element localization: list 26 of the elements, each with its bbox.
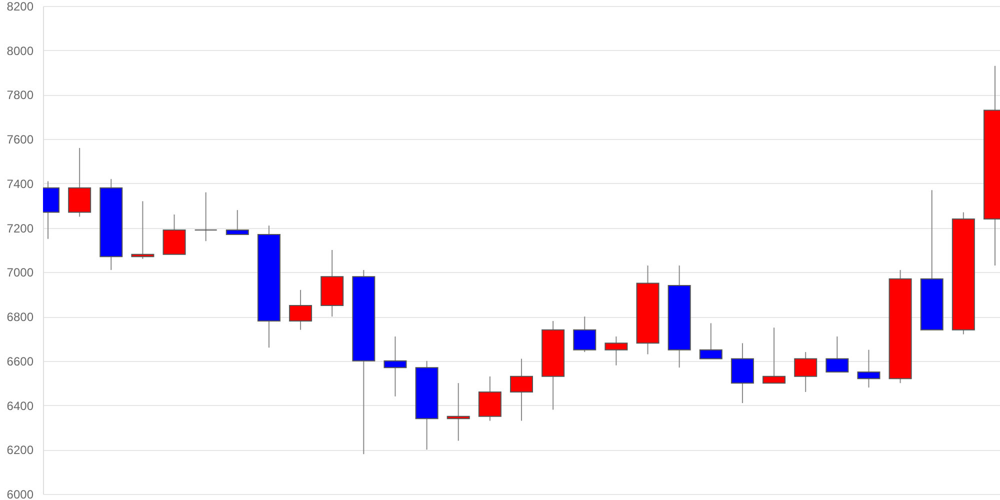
y-tick-label: 6800 [6, 310, 34, 324]
candlestick [794, 352, 818, 392]
candlestick [604, 336, 628, 366]
y-tick-label: 6400 [6, 398, 34, 413]
y-tick-label: 6600 [6, 354, 34, 368]
candlestick [510, 358, 533, 422]
candlestick [573, 316, 596, 353]
candlestick [446, 382, 470, 442]
candlestick [226, 210, 249, 235]
y-tick-label: 7200 [6, 221, 34, 236]
y-tick-label: 6200 [6, 443, 34, 458]
y-tick-label: 7800 [6, 88, 34, 102]
candlestick [194, 192, 218, 242]
candlestick [289, 289, 312, 330]
y-tick-label: 6000 [6, 488, 34, 500]
y-tick-label: 8000 [6, 44, 34, 58]
candlestick [826, 336, 849, 372]
y-tick-label: 8200 [6, 0, 34, 14]
candlestick [699, 322, 722, 360]
y-tick-label: 7400 [6, 176, 34, 191]
y-tick-label: 7600 [6, 132, 34, 147]
candlestick [131, 200, 154, 260]
candlestick [857, 349, 880, 388]
candlestick [762, 327, 786, 384]
y-tick-label: 7000 [6, 266, 34, 280]
candlestick [384, 336, 407, 397]
